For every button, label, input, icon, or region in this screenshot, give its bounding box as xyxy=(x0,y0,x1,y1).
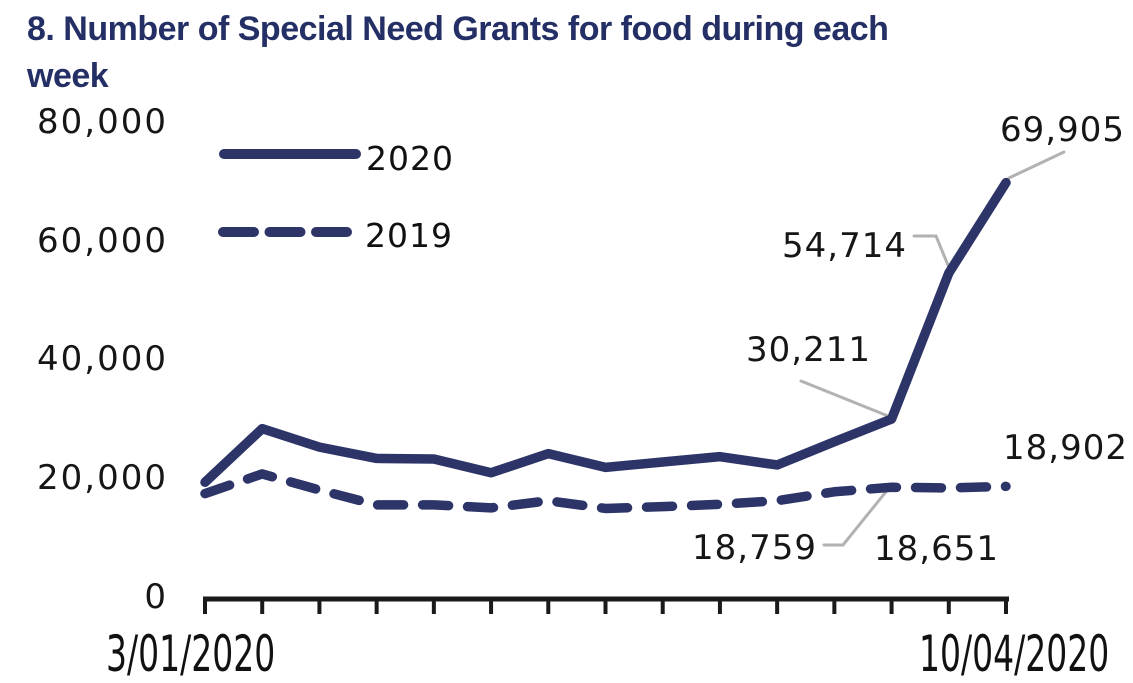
annotation-2020-week14: 54,714 xyxy=(782,226,907,266)
chart-title-line1: 8. Number of Special Need Grants for foo… xyxy=(27,10,889,48)
leader-2020-week14 xyxy=(912,234,952,272)
annotation-2020-week15: 69,905 xyxy=(1000,110,1125,150)
legend-label-2019: 2019 xyxy=(365,216,453,255)
chart-title: 8. Number of Special Need Grants for foo… xyxy=(27,6,889,100)
y-axis-label-20000: 20,000 xyxy=(37,458,168,498)
series-line-2019 xyxy=(200,469,1011,514)
annotation-2020-week13: 30,211 xyxy=(746,330,871,370)
legend-label-2020: 2020 xyxy=(366,139,454,178)
chart-title-line2: week xyxy=(27,57,109,95)
x-axis-label-last: 10/04/2020 xyxy=(918,625,1109,683)
y-axis-label-40000: 40,000 xyxy=(37,339,168,379)
annotation-2019-week15: 18,902 xyxy=(1003,428,1128,468)
y-axis-label-60000: 60,000 xyxy=(37,221,168,261)
x-axis-label-first: 3/01/2020 xyxy=(106,625,276,683)
y-axis-label-0: 0 xyxy=(144,577,168,617)
annotation-2019-week14: 18,651 xyxy=(874,529,999,569)
leader-2019-week13 xyxy=(822,486,891,547)
y-axis-label-80000: 80,000 xyxy=(37,102,168,142)
series-line-2020 xyxy=(200,177,1011,488)
leader-2020-week13 xyxy=(799,379,890,418)
leader-2020-week15 xyxy=(1007,150,1066,180)
annotation-2019-week13: 18,759 xyxy=(692,528,817,568)
